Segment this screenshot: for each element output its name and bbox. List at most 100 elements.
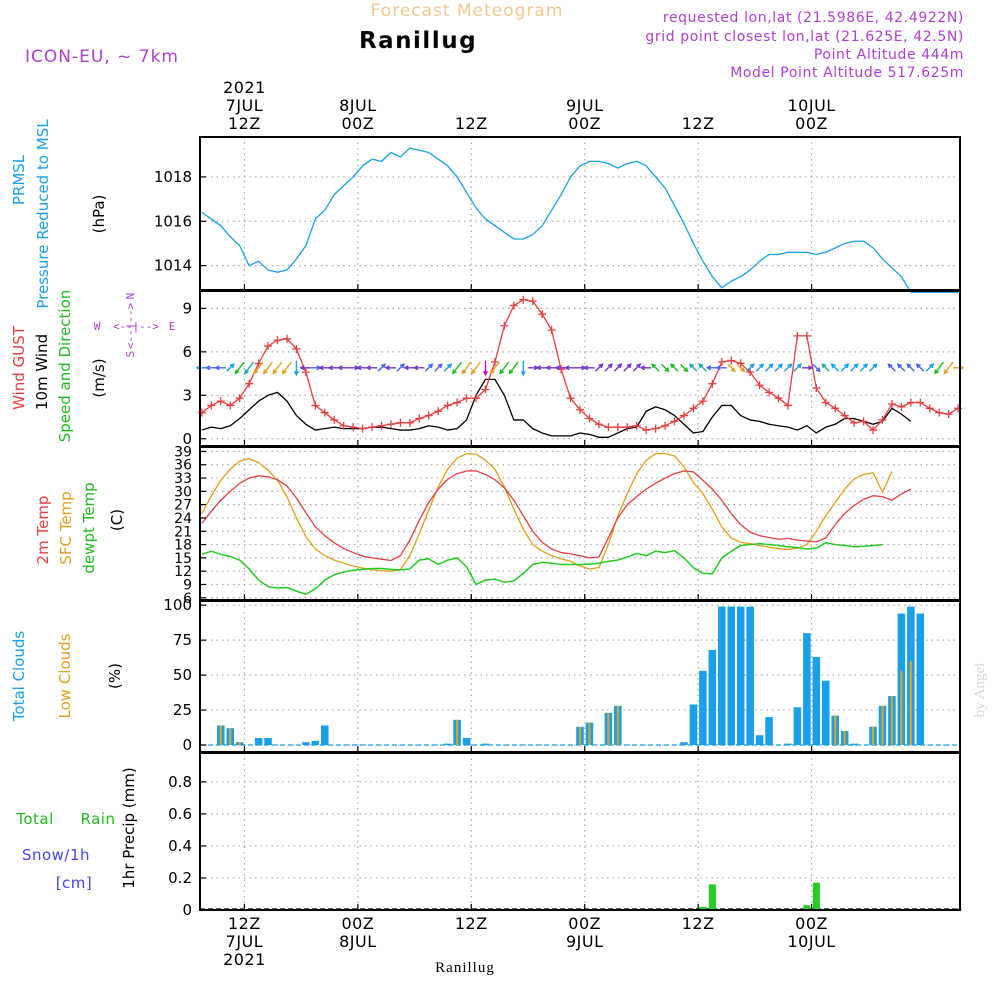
bottom-label-date: 8JUL xyxy=(339,932,377,951)
wind-label-10m: 10m Wind xyxy=(33,334,51,410)
low-clouds-bar xyxy=(871,726,875,746)
wind-direction-arrow xyxy=(765,363,774,372)
model-altitude: Model Point Altitude 517.625m xyxy=(730,65,964,81)
wind-direction-arrow xyxy=(632,363,642,372)
wind-gust-marker xyxy=(443,401,452,410)
wind-direction-arrow xyxy=(661,363,670,373)
wind-direction-arrow xyxy=(443,363,453,372)
bottom-label-date: 7JUL xyxy=(226,932,264,951)
low-clouds-bar xyxy=(616,705,619,746)
wind-direction-arrow xyxy=(669,363,679,372)
wind-gust-marker xyxy=(226,401,235,410)
temp-2m-line xyxy=(201,470,912,562)
wind-gust-marker xyxy=(528,297,537,306)
wind-direction-arrow xyxy=(850,363,859,372)
forecast-title: Forecast Meteogram xyxy=(371,1,564,21)
wind-gust-marker xyxy=(727,356,736,365)
y-tick-label: 0.4 xyxy=(168,837,192,855)
wind-direction-arrow xyxy=(943,361,954,375)
wind-gust-marker xyxy=(311,401,320,410)
y-tick-label: 0.8 xyxy=(168,773,192,791)
precip-label-cm: [cm] xyxy=(56,874,93,892)
data-series xyxy=(197,147,965,910)
wind-gust-marker xyxy=(301,368,310,377)
precip-label-snow: Snow/1h xyxy=(22,846,90,864)
wind-direction-arrow xyxy=(461,361,472,375)
wind-unit: (m/s) xyxy=(90,358,108,397)
compass-we-arrows: <--|--> xyxy=(113,320,160,333)
pressure-line xyxy=(201,147,959,293)
wind-direction-arrow xyxy=(337,365,349,371)
compass-n: N xyxy=(124,293,137,300)
wind-direction-arrow xyxy=(613,363,623,372)
compass-rose: N <--|--> S W <--|--> E xyxy=(94,293,176,358)
pressure-label-prmsl: PRMSL xyxy=(10,154,28,205)
wind-gust-marker xyxy=(925,404,934,413)
top-label-hour: 00Z xyxy=(341,114,374,133)
wind-gust-marker xyxy=(519,295,528,304)
total-clouds-bar xyxy=(812,656,821,746)
wind-direction-arrow xyxy=(226,363,235,372)
wind-gust-marker xyxy=(481,385,490,394)
bottom-label-hour: 12Z xyxy=(455,914,488,933)
wind-gust-marker xyxy=(604,423,613,432)
wind-direction-arrow xyxy=(925,363,935,372)
dewpt-line xyxy=(201,542,883,595)
wind-gust-marker xyxy=(916,398,925,407)
wind-direction-arrow xyxy=(869,363,878,372)
total-clouds-bar xyxy=(689,704,698,746)
y-tick-label: 25 xyxy=(173,701,192,719)
y-tick-label: 50 xyxy=(173,666,192,684)
wind-gust-marker xyxy=(859,417,868,426)
temp-unit: (C) xyxy=(108,509,126,531)
wind-direction-arrow xyxy=(830,363,840,372)
top-label-date: 7JUL xyxy=(226,96,264,115)
wind-gust-marker xyxy=(594,420,603,429)
y-tick-label: 75 xyxy=(173,631,192,649)
wind-gust-marker xyxy=(736,359,745,368)
total-clouds-bar xyxy=(311,740,320,746)
precip-label-rain: Rain xyxy=(81,810,116,828)
low-clouds-bar xyxy=(881,705,884,746)
bottom-label-date: 9JUL xyxy=(566,932,604,951)
y-tick-label: 0 xyxy=(182,736,192,754)
wind-gust-marker xyxy=(434,407,443,416)
total-clouds-bar xyxy=(850,743,858,746)
wind-gust-marker xyxy=(576,405,584,414)
temp-label-sfc: SFC Temp xyxy=(57,491,75,564)
rain-bar xyxy=(699,906,707,910)
wind-gust-marker xyxy=(850,418,859,427)
y-tick-label: 0.2 xyxy=(168,869,192,887)
wind-gust-marker xyxy=(547,326,556,335)
total-clouds-bar xyxy=(916,613,925,746)
low-clouds-bar xyxy=(219,725,222,746)
wind-gust-marker xyxy=(708,379,717,388)
wind-gust-marker xyxy=(358,424,367,433)
wind-gust-marker xyxy=(245,379,254,388)
wind-direction-arrow xyxy=(396,363,405,372)
wind-gust-marker xyxy=(292,344,301,353)
top-label-hour: 12Z xyxy=(682,114,715,133)
grid-point-coords: grid point closest lon,lat (21.625E, 42.… xyxy=(645,29,964,45)
wind-gust-marker xyxy=(585,414,594,423)
low-clouds-bar xyxy=(238,742,241,746)
wind-direction-arrow xyxy=(604,363,613,372)
low-clouds-bar xyxy=(578,726,582,746)
wind-direction-arrow xyxy=(906,363,915,372)
wind-direction-arrow xyxy=(915,363,925,372)
wind-gust-marker xyxy=(368,423,377,432)
wind-direction-arrow xyxy=(651,363,660,372)
grid-lines xyxy=(200,137,960,911)
wind-direction-arrow xyxy=(623,363,632,372)
wind-gust-marker xyxy=(207,401,216,410)
wind-direction-arrow xyxy=(377,363,387,372)
credit-watermark: by Angel xyxy=(972,663,988,718)
temp-panel-labels: 2m Temp SFC Temp dewpt Temp (C) xyxy=(34,482,126,573)
y-tick-label: 36 xyxy=(174,458,192,474)
top-label-date: 10JUL xyxy=(787,96,835,115)
low-clouds-bar xyxy=(588,722,591,746)
location-title: Ranillug xyxy=(359,28,477,54)
total-clouds-bar xyxy=(803,633,811,746)
